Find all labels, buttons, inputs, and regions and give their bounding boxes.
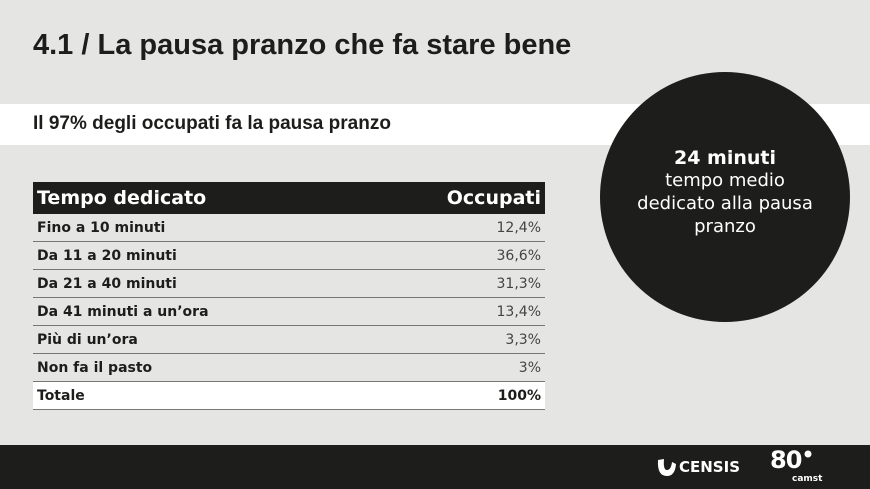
total-value: 100% [359,381,545,410]
table-row: Non fa il pasto 3% [33,353,545,382]
row-label: Più di un’ora [33,325,360,354]
total-row: Totale 100% [33,381,545,410]
degree-dot-icon [804,450,812,458]
page-title: 4.1 / La pausa pranzo che fa stare bene [33,29,572,61]
total-label: Totale [33,381,360,410]
table-row: Da 11 a 20 minuti 36,6% [33,241,545,270]
row-label: Fino a 10 minuti [33,214,360,242]
highlight-description: tempo medio dedicato alla pausa pranzo [637,170,813,237]
censis-logo-text: CENSIS [679,458,740,476]
table-row: Da 41 minuti a un’ora 13,4% [33,297,545,326]
camst-logo-word: camst [792,474,823,484]
row-value: 36,6% [359,241,545,270]
highlight-circle: 24 minuti tempo medio dedicato alla paus… [600,72,850,322]
row-value: 12,4% [359,214,545,242]
table-row: Più di un’ora 3,3% [33,325,545,354]
time-table: Tempo dedicato Occupati Fino a 10 minuti… [33,182,545,410]
footer [0,445,870,489]
row-label: Non fa il pasto [33,353,360,382]
row-label: Da 41 minuti a un’ora [33,297,360,326]
table-header: Tempo dedicato Occupati [33,182,545,214]
camst-logo: 80 camst [770,447,830,487]
row-value: 3,3% [359,325,545,354]
highlight-value: 24 minuti [673,147,776,169]
row-value: 31,3% [359,269,545,298]
header-tempo: Tempo dedicato [33,182,360,214]
camst-logo-number: 80 [770,446,802,474]
censis-mark-icon [657,459,676,476]
row-label: Da 21 a 40 minuti [33,269,360,298]
row-value: 13,4% [359,297,545,326]
censis-logo: CENSIS [655,456,740,478]
table-row: Da 21 a 40 minuti 31,3% [33,269,545,298]
row-label: Da 11 a 20 minuti [33,241,360,270]
row-value: 3% [359,353,545,382]
header-occupati: Occupati [359,182,545,214]
subtitle: Il 97% degli occupati fa la pausa pranzo [33,113,391,134]
table-row: Fino a 10 minuti 12,4% [33,214,545,242]
